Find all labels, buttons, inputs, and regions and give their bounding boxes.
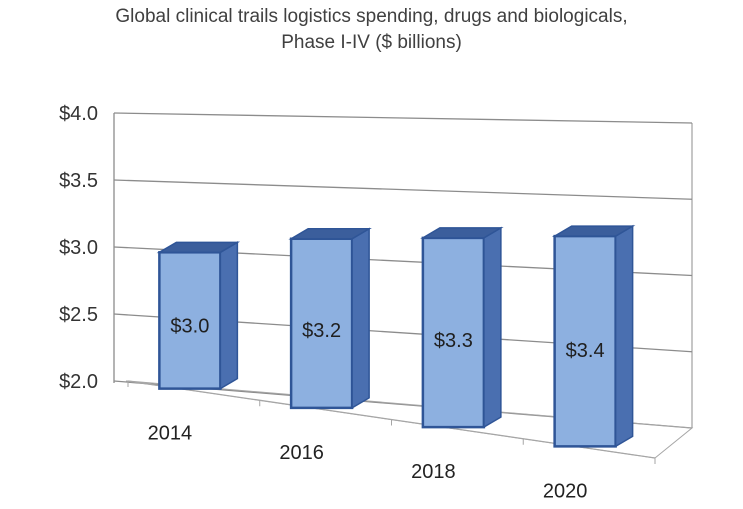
bar: [553, 234, 617, 448]
x-tick-label: 2018: [411, 461, 456, 483]
bar-side: [219, 241, 239, 390]
y-tick-label: $4.0: [59, 103, 98, 125]
gridline: [113, 179, 693, 200]
labels: $2.0 $2.5 $3.0 $3.5 $4.0 $3.0 2014 $3.2 2016 $3.3…: [59, 103, 605, 502]
bar-top: [551, 225, 636, 237]
y-tick-label: $3.0: [59, 237, 98, 259]
bar-top: [156, 241, 241, 254]
gridline: [113, 112, 693, 124]
chart-title-line-2: Phase I-IV ($ billions): [281, 32, 462, 53]
x-tick-label: 2020: [543, 480, 588, 502]
y-tick-label: $2.5: [59, 304, 98, 326]
data-label: $3.2: [302, 320, 341, 342]
y-tick-label: $3.5: [59, 170, 98, 192]
bar-side: [351, 227, 370, 410]
bar: [289, 237, 354, 410]
y-tick-label: $2.0: [59, 371, 98, 393]
data-label: $3.3: [434, 330, 473, 352]
bar-top: [420, 227, 504, 239]
chart-title-line-1: Global clinical trails logistics spendin…: [115, 6, 628, 27]
data-label: $3.4: [566, 340, 605, 362]
x-tick-label: 2014: [148, 423, 193, 445]
bar-side: [483, 226, 502, 429]
data-label: $3.0: [170, 315, 209, 337]
bar-side: [614, 224, 634, 448]
bars: [156, 224, 636, 448]
bar: [158, 251, 222, 390]
bar-top: [288, 228, 372, 240]
x-tick-label: 2016: [279, 442, 324, 464]
